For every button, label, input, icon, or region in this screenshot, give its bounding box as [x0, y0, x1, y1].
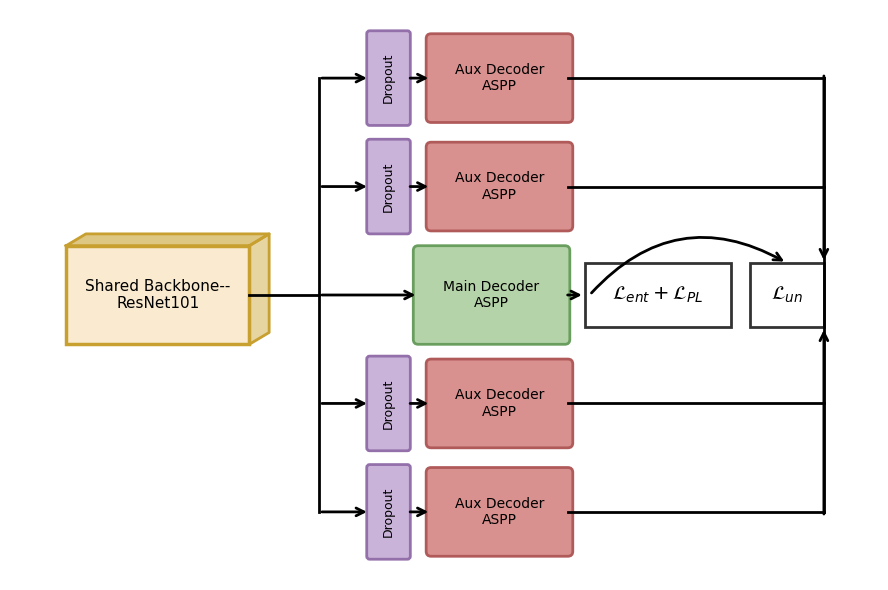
Text: $\mathcal{L}_{un}$: $\mathcal{L}_{un}$: [771, 285, 803, 305]
Text: Aux Decoder
ASPP: Aux Decoder ASPP: [455, 172, 544, 202]
Text: Shared Backbone--
ResNet101: Shared Backbone-- ResNet101: [85, 279, 230, 311]
Text: Dropout: Dropout: [382, 162, 395, 212]
FancyBboxPatch shape: [413, 245, 570, 345]
Polygon shape: [250, 234, 269, 345]
FancyBboxPatch shape: [367, 139, 410, 234]
Text: Dropout: Dropout: [382, 487, 395, 537]
Text: Aux Decoder
ASPP: Aux Decoder ASPP: [455, 63, 544, 93]
Polygon shape: [66, 234, 269, 245]
FancyBboxPatch shape: [426, 34, 573, 123]
FancyBboxPatch shape: [367, 31, 410, 126]
Text: Aux Decoder
ASPP: Aux Decoder ASPP: [455, 388, 544, 418]
FancyBboxPatch shape: [426, 142, 573, 231]
Text: Dropout: Dropout: [382, 378, 395, 428]
Bar: [749, 263, 824, 327]
FancyBboxPatch shape: [367, 356, 410, 451]
Text: Main Decoder
ASPP: Main Decoder ASPP: [443, 280, 540, 310]
FancyBboxPatch shape: [426, 359, 573, 448]
Text: Aux Decoder
ASPP: Aux Decoder ASPP: [455, 497, 544, 527]
FancyBboxPatch shape: [426, 467, 573, 556]
FancyArrowPatch shape: [591, 237, 781, 293]
Bar: [66, 245, 250, 345]
Text: $\mathcal{L}_{ent} + \mathcal{L}_{PL}$: $\mathcal{L}_{ent} + \mathcal{L}_{PL}$: [613, 285, 703, 305]
FancyBboxPatch shape: [367, 464, 410, 559]
Bar: [584, 263, 732, 327]
Text: Dropout: Dropout: [382, 53, 395, 103]
